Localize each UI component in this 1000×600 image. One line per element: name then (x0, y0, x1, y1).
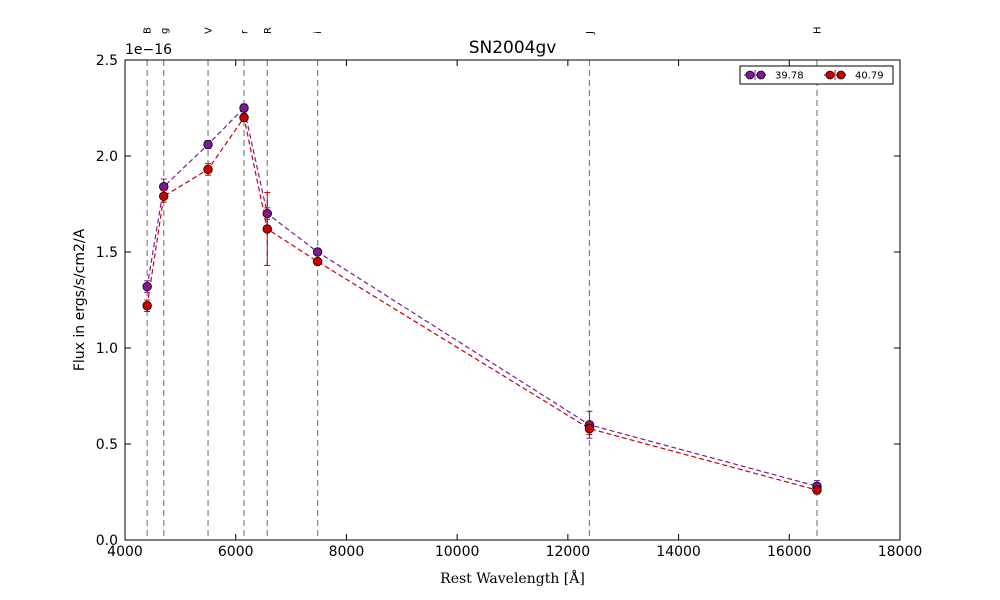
y-axis-label: Flux in ergs/s/cm2/A (72, 228, 88, 371)
band-label-g: g (159, 28, 170, 34)
legend-item-1: 40.79 (824, 70, 884, 82)
data-point (239, 112, 249, 123)
plot-frame (124, 59, 901, 541)
data-point (812, 485, 822, 495)
band-label-H: H (812, 26, 823, 34)
band-label-i: i (313, 31, 324, 34)
series-layer (142, 103, 822, 495)
y-tick-label: 0.0 (96, 533, 118, 549)
legend-marker (756, 70, 766, 80)
chart-title: SN2004gv (469, 38, 557, 58)
legend-label: 39.78 (775, 71, 804, 82)
y-tick-label: 1.0 (96, 341, 118, 357)
legend-box (739, 65, 894, 85)
x-tick-label: 12000 (546, 544, 591, 560)
axis-ticks: 4000 6000 8000 10000 12000 14000 16000 18000 0.0… (96, 53, 923, 560)
data-point (159, 191, 169, 202)
band-label-J: J (585, 31, 596, 35)
data-point (239, 103, 249, 113)
series-line-0 (146, 106, 818, 487)
legend-label: 40.79 (855, 71, 884, 82)
band-label-r: r (240, 29, 251, 34)
x-tick-label: 14000 (656, 544, 701, 560)
y-tick-label: 2.5 (96, 53, 118, 69)
x-axis-label: Rest Wavelength [Å] (440, 569, 585, 587)
data-point (262, 224, 272, 234)
series-1 (142, 112, 822, 495)
data-point (159, 182, 169, 192)
legend-item-0: 39.78 (744, 70, 804, 82)
x-tick-label: 8000 (329, 544, 365, 560)
x-tick-label: 16000 (767, 544, 812, 560)
y-tick-label: 1.5 (96, 245, 118, 261)
legend: 39.78 40.79 (739, 65, 894, 85)
band-label-R: R (263, 27, 274, 34)
legend-marker (836, 70, 846, 80)
x-tick-label: 18000 (878, 544, 923, 560)
data-point (203, 164, 213, 175)
data-point (142, 301, 152, 311)
series-line-1 (146, 116, 818, 491)
band-label-V: V (204, 27, 215, 34)
data-point (312, 247, 323, 257)
y-axis-offset-label: 1e−16 (125, 42, 172, 58)
data-point (312, 256, 323, 267)
x-tick-label: 6000 (218, 544, 254, 560)
y-tick-label: 2.0 (96, 149, 118, 165)
y-tick-label: 0.5 (96, 437, 118, 453)
legend-marker (745, 70, 755, 80)
data-point (584, 423, 595, 434)
x-tick-label: 4000 (107, 544, 143, 560)
legend-marker (825, 70, 835, 80)
data-point (203, 139, 213, 150)
band-label-B: B (143, 27, 154, 34)
x-tick-label: 10000 (435, 544, 480, 560)
